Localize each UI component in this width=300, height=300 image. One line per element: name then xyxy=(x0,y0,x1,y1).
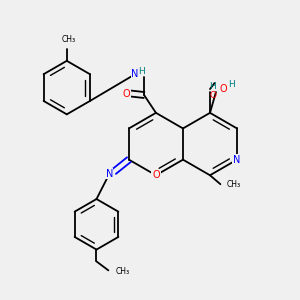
Text: CH₃: CH₃ xyxy=(227,180,241,189)
Text: O: O xyxy=(220,84,227,94)
Text: O: O xyxy=(122,88,130,98)
Text: N: N xyxy=(106,169,113,179)
Text: H: H xyxy=(210,82,216,91)
Text: CH₃: CH₃ xyxy=(116,267,130,276)
Text: O: O xyxy=(152,170,160,180)
Text: H: H xyxy=(228,80,235,89)
Text: O: O xyxy=(209,91,217,100)
Text: CH₃: CH₃ xyxy=(61,35,75,44)
Text: N: N xyxy=(131,69,139,79)
Text: N: N xyxy=(233,155,241,165)
Text: H: H xyxy=(138,67,145,76)
